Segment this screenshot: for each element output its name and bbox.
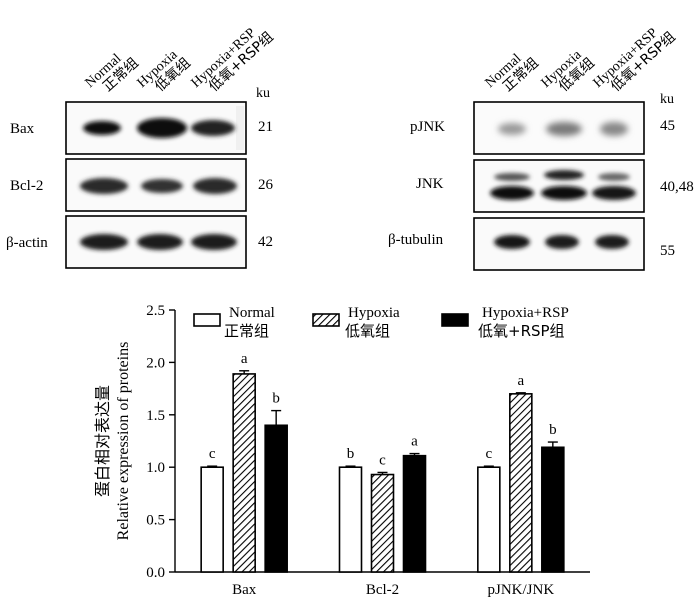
y-axis-title-en: Relative expression of proteins (115, 342, 132, 541)
x-category-label: Bax (232, 582, 257, 598)
band-bcl2-normal (80, 178, 128, 194)
bar-bax-hypoxia (232, 373, 256, 573)
band-jnk-upper-normal (494, 173, 530, 181)
bar-bcl-2-hypoxia-rsp (402, 454, 427, 573)
legend-swatch-normal (193, 313, 221, 327)
band-bcl2-rsp (193, 178, 237, 194)
y-tick-label: 0.0 (146, 565, 165, 581)
band-pjnk-rsp (600, 122, 628, 136)
y-tick-label: 2.0 (146, 355, 165, 371)
blot-size-bax: 21 (258, 119, 273, 135)
band-pjnk-hypoxia (546, 122, 582, 136)
legend-swatch-hypoxia (312, 313, 340, 327)
legend-label-normal-en: Normal (229, 305, 275, 321)
bar-bcl-2-hypoxia (370, 473, 395, 573)
x-category-label: pJNK/JNK (487, 582, 554, 598)
band-jnk-lower-hypoxia (541, 186, 587, 200)
significance-letter: a (517, 373, 524, 389)
left-blot-panel: Normal 正常组 Hypoxia 低氧组 Hypoxia+RSP 低氧+RS… (6, 25, 277, 269)
band-pjnk-normal (498, 123, 526, 135)
band-jnk-upper-rsp (598, 173, 630, 181)
band-tubulin-rsp (595, 235, 629, 249)
significance-letter: b (272, 391, 280, 407)
bar-pjnk-jnk-hypoxia (509, 393, 533, 573)
band-tubulin-hypoxia (545, 235, 579, 249)
y-axis-title-zh: 蛋白相对表达量 (93, 385, 112, 497)
y-tick-label: 1.5 (146, 408, 165, 424)
left-unit-label: ku (256, 86, 270, 101)
bar-bcl-2-normal (338, 466, 363, 573)
blot-size-pjnk: 45 (660, 118, 675, 134)
band-bcl2-hypoxia (141, 179, 183, 193)
blot-label-pjnk: pJNK (410, 119, 445, 135)
band-jnk-lower-rsp (592, 186, 636, 200)
significance-letter: c (485, 446, 492, 462)
significance-letter: a (241, 351, 248, 367)
y-axis-title: 蛋白相对表达量 Relative expression of proteins (93, 342, 132, 541)
blot-size-actin: 42 (258, 234, 273, 250)
x-category-label: Bcl-2 (366, 582, 399, 598)
band-bax-hypoxia (137, 118, 187, 138)
significance-letter: b (347, 446, 355, 462)
bar-bax-normal (200, 466, 224, 573)
blot-label-bcl2: Bcl-2 (10, 178, 43, 194)
blot-box-jnk (473, 159, 645, 213)
significance-letter: a (411, 434, 418, 450)
band-actin-normal (80, 234, 128, 250)
left-lane-labels: Normal 正常组 Hypoxia 低氧组 Hypoxia+RSP 低氧+RS… (83, 25, 277, 95)
blot-label-bax: Bax (10, 121, 35, 137)
y-tick-label: 0.5 (146, 513, 165, 529)
band-bax-rsp (191, 120, 235, 136)
blot-size-tubulin: 55 (660, 243, 675, 259)
significance-letter: c (209, 446, 216, 462)
y-tick-label: 1.0 (146, 460, 165, 476)
band-actin-rsp (191, 234, 237, 250)
significance-letter: b (549, 422, 557, 438)
band-jnk-upper-hypoxia (544, 170, 584, 180)
legend-label-hypoxia-en: Hypoxia (348, 305, 400, 321)
right-unit-label: ku (660, 92, 674, 107)
blot-smear (236, 106, 244, 150)
legend-label-rsp-en: Hypoxia+RSP (482, 305, 569, 321)
blot-label-jnk: JNK (416, 176, 444, 192)
band-actin-hypoxia (137, 234, 183, 250)
y-tick-label: 2.5 (146, 303, 165, 319)
bar-bax-hypoxia-rsp (264, 424, 288, 573)
significance-letter: c (379, 452, 386, 468)
blot-size-bcl2: 26 (258, 177, 274, 193)
chart-legend: Normal 正常组 Hypoxia 低氧组 Hypoxia+RSP 低氧+RS… (193, 305, 569, 340)
legend-label-normal-zh: 正常组 (224, 322, 269, 340)
blot-label-actin: β-actin (6, 235, 48, 251)
band-tubulin-normal (494, 235, 530, 249)
bar-chart: 蛋白相对表达量 Relative expression of proteins … (93, 303, 590, 598)
legend-label-hypoxia-zh: 低氧组 (345, 322, 390, 340)
bar-pjnk-jnk-hypoxia-rsp (541, 446, 565, 573)
band-jnk-lower-normal (490, 186, 534, 200)
legend-swatch-rsp (441, 313, 469, 327)
band-bax-normal (83, 121, 121, 135)
right-lane-labels: Normal 正常组 Hypoxia 低氧组 Hypoxia+RSP 低氧+RS… (483, 25, 679, 95)
blot-label-tubulin: β-tubulin (388, 232, 444, 248)
legend-label-rsp-zh: 低氧+RSP组 (478, 322, 565, 340)
blot-size-jnk: 40,48 (660, 179, 694, 195)
bar-pjnk-jnk-normal (477, 466, 501, 573)
right-blot-panel: Normal 正常组 Hypoxia 低氧组 Hypoxia+RSP 低氧+RS… (388, 25, 694, 271)
